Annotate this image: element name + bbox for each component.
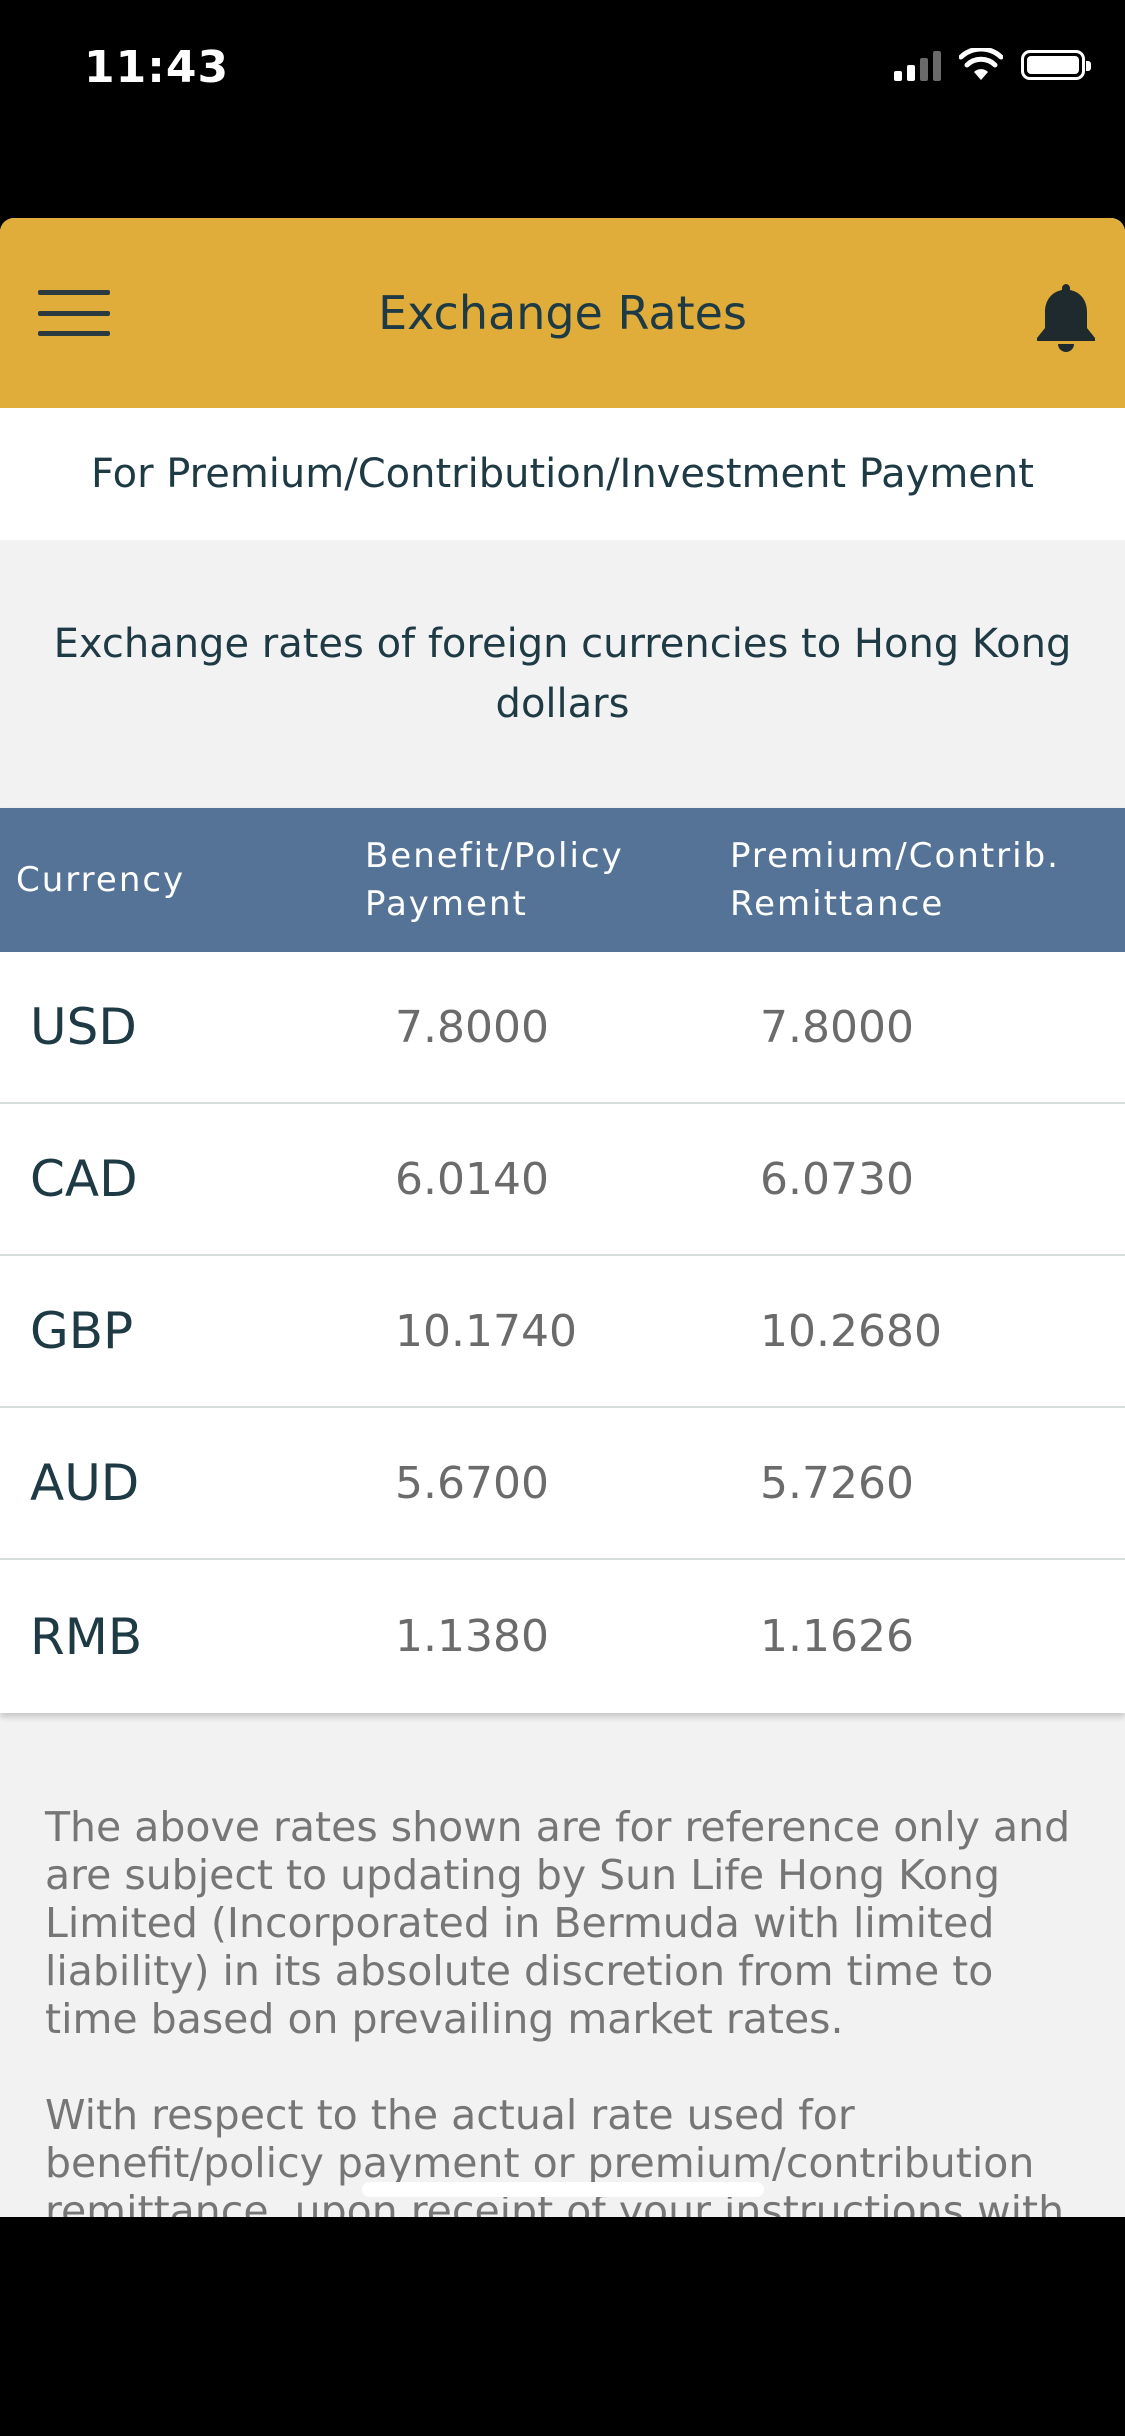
currency-code: GBP xyxy=(30,1302,134,1360)
wifi-icon xyxy=(959,48,1003,80)
table-row: GBP 10.1740 10.2680 xyxy=(0,1256,1125,1408)
status-time: 11:43 xyxy=(84,42,230,93)
disclaimer-paragraph: With respect to the actual rate used for… xyxy=(45,2091,1065,2217)
column-header-currency: Currency xyxy=(16,860,186,900)
cellular-signal-icon xyxy=(894,49,941,81)
currency-code: RMB xyxy=(30,1607,143,1666)
benefit-rate: 10.1740 xyxy=(395,1305,577,1357)
disclaimer: The above rates shown are for reference … xyxy=(0,1713,1125,2217)
hamburger-menu-icon[interactable] xyxy=(38,290,110,336)
currency-code: CAD xyxy=(30,1150,138,1208)
payment-type-heading: For Premium/Contribution/Investment Paym… xyxy=(0,408,1125,540)
currency-code: AUD xyxy=(30,1454,140,1512)
battery-icon xyxy=(1021,50,1091,80)
app-screen: Exchange Rates For Premium/Contribution/… xyxy=(0,218,1125,2217)
page-title: Exchange Rates xyxy=(378,286,747,340)
premium-rate: 7.8000 xyxy=(760,1001,914,1053)
premium-rate: 1.1626 xyxy=(760,1611,914,1662)
exchange-rates-table: Currency Benefit/Policy Payment Premium/… xyxy=(0,808,1125,1713)
home-indicator-area xyxy=(0,2217,1125,2436)
column-header-benefit: Benefit/Policy Payment xyxy=(365,836,624,924)
table-row: AUD 5.6700 5.7260 xyxy=(0,1408,1125,1560)
table-header-row: Currency Benefit/Policy Payment Premium/… xyxy=(0,808,1125,952)
bell-icon[interactable] xyxy=(1031,280,1101,354)
status-bar: 11:43 xyxy=(0,0,1125,218)
top-app-bar: Exchange Rates xyxy=(0,218,1125,408)
premium-rate: 10.2680 xyxy=(760,1305,942,1357)
currency-code: USD xyxy=(30,998,137,1056)
column-header-premium: Premium/Contrib. Remittance xyxy=(730,836,1060,924)
table-row: RMB 1.1380 1.1626 xyxy=(0,1560,1125,1713)
table-description: Exchange rates of foreign currencies to … xyxy=(53,621,1072,727)
benefit-rate: 1.1380 xyxy=(395,1611,549,1662)
table-row: CAD 6.0140 6.0730 xyxy=(0,1104,1125,1256)
home-indicator[interactable] xyxy=(362,2182,764,2197)
status-icons xyxy=(894,48,1091,82)
premium-rate: 6.0730 xyxy=(760,1153,914,1205)
benefit-rate: 6.0140 xyxy=(395,1153,549,1205)
benefit-rate: 5.6700 xyxy=(395,1457,549,1509)
disclaimer-paragraph: The above rates shown are for reference … xyxy=(45,1803,1071,2043)
premium-rate: 5.7260 xyxy=(760,1457,914,1509)
table-row: USD 7.8000 7.8000 xyxy=(0,952,1125,1104)
benefit-rate: 7.8000 xyxy=(395,1001,549,1053)
